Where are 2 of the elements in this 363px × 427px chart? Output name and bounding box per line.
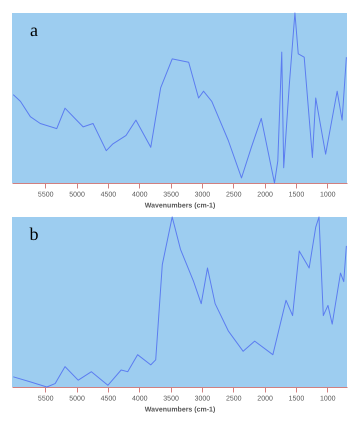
annotation: b	[30, 224, 38, 244]
annotation: a	[30, 20, 38, 40]
